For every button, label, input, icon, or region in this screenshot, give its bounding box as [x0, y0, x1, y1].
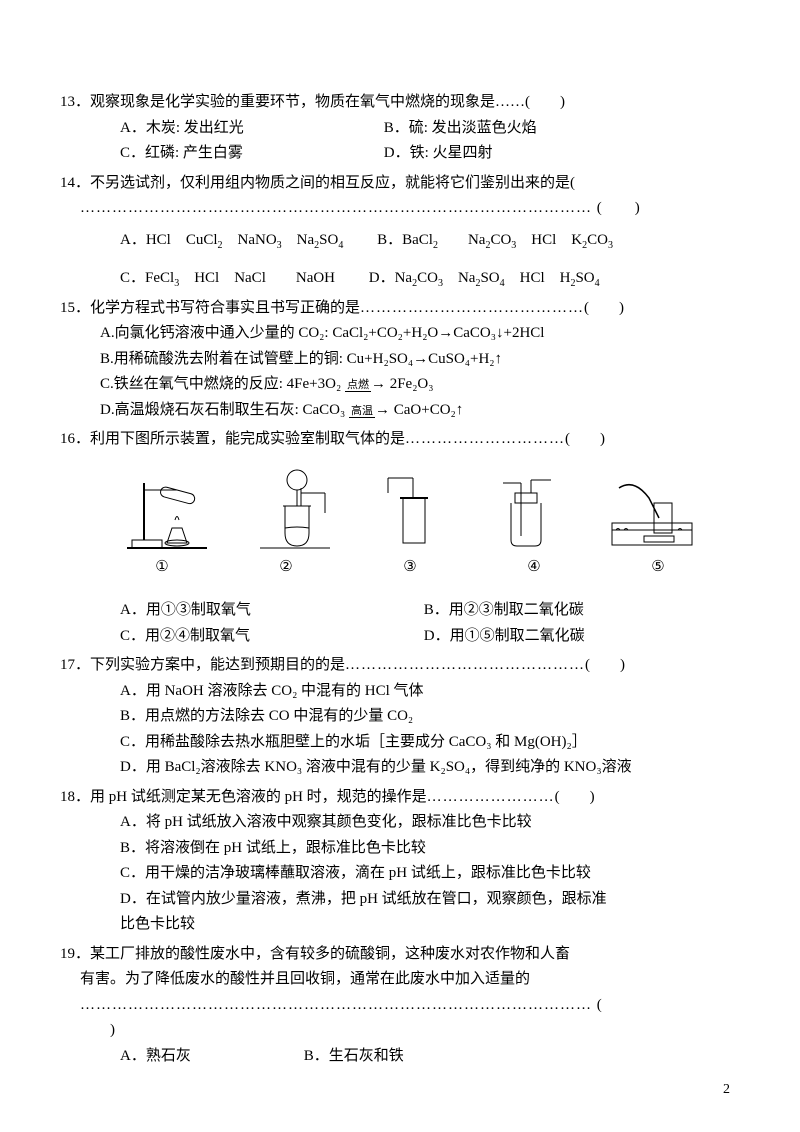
q19-opt-a: A．熟石灰 [120, 1044, 300, 1070]
q18-opt-c: C．用干燥的洁净玻璃棒蘸取溶液，滴在 pH 试纸上，跟标准比色卡比较 [60, 861, 740, 887]
q15-stem: 15．化学方程式书写符合事实且书写正确的是……………………………………( ) [60, 296, 740, 322]
q18-opt-d2: 比色卡比较 [60, 912, 740, 938]
q16-paren: ( ) [565, 431, 605, 447]
label-2: ② [246, 555, 326, 581]
q14-opt-d: D．Na2CO3 Na2SO4 HCl H2SO4 [369, 266, 600, 292]
q14-dots: …………………………………………………………………………………… ( ) [60, 196, 740, 222]
q15-opt-d: D.高温煅烧石灰石制取生石灰: CaCO₃ 高温→ CaO+CO₂↑ [60, 398, 740, 424]
diagram-2-icon: downea [255, 468, 335, 553]
q16-opt-a: A．用①③制取氧气 [120, 598, 380, 624]
q14-opt-a: A．HCl CuCl2 NaNO3 Na2SO4 [120, 228, 343, 254]
q18-opt-d1: D．在试管内放少量溶液，煮沸，把 pH 试纸放在管口，观察颜色，跟标准 [60, 887, 740, 913]
label-4: ④ [494, 555, 574, 581]
q15-opt-b: B.用稀硫酸洗去附着在试管壁上的铜: Cu+H₂SO₄→CuSO₄+H₂↑ [60, 347, 740, 373]
q17-opt-d: D．用 BaCl₂溶液除去 KNO₃ 溶液中混有的少量 K₂SO₄，得到纯净的 … [60, 755, 740, 781]
q18-dots: …………………… [427, 789, 555, 805]
q17-dots: ……………………………………… [345, 657, 585, 673]
q19-stem2: 有害。为了降低废水的酸性并且回收铜，通常在此废水中加入适量的 [60, 967, 740, 993]
q13-stem: 13．观察现象是化学实验的重要环节，物质在氧气中燃烧的现象是……( ) [60, 90, 740, 116]
q19-stem1: 19．某工厂排放的酸性废水中，含有较多的硫酸铜，这种废水对农作物和人畜 [60, 942, 740, 968]
q13-opt-b: B．硫: 发出淡蓝色火焰 [384, 116, 537, 142]
question-17: 17．下列实验方案中，能达到预期目的的是………………………………………( ) A… [60, 653, 740, 781]
q17-paren: ( ) [585, 657, 625, 673]
question-18: 18．用 pH 试纸测定某无色溶液的 pH 时，规范的操作是……………………( … [60, 785, 740, 938]
q14-stem: 14．不另选试剂，仅利用组内物质之间的相互反应，就能将它们鉴别出来的是( [60, 171, 740, 197]
question-16: 16．利用下图所示装置，能完成实验室制取气体的是…………………………( ) do… [60, 427, 740, 649]
diagram-3-icon [378, 468, 448, 553]
q17-opt-b: B．用点燃的方法除去 CO 中混有的少量 CO₂ [60, 704, 740, 730]
q18-opt-a: A．将 pH 试纸放入溶液中观察其颜色变化，跟标准比色卡比较 [60, 810, 740, 836]
q15-dots: …………………………………… [360, 300, 584, 316]
question-13: 13．观察现象是化学实验的重要环节，物质在氧气中燃烧的现象是……( ) A．木炭… [60, 90, 740, 167]
q15-opt-c: C.铁丝在氧气中燃烧的反应: 4Fe+3O₂ 点燃→ 2Fe₂O₃ [60, 372, 740, 398]
q19-opt-b: B．生石灰和铁 [304, 1044, 404, 1070]
q15-d-cond: 高温 [349, 405, 375, 418]
diagram-5-icon [604, 468, 699, 553]
question-15: 15．化学方程式书写符合事实且书写正确的是……………………………………( ) A… [60, 296, 740, 424]
q18-opt-b: B．将溶液倒在 pH 试纸上，跟标准比色卡比较 [60, 836, 740, 862]
q17-opt-a: A．用 NaOH 溶液除去 CO₂ 中混有的 HCl 气体 [60, 679, 740, 705]
q13-opt-c: C．红磷: 产生白雾 [120, 141, 380, 167]
q16-dots: ………………………… [405, 431, 565, 447]
q15-opt-a: A.向氯化钙溶液中通入少量的 CO₂: CaCl₂+CO₂+H₂O→CaCO₃↓… [60, 321, 740, 347]
q16-opt-c: C．用②④制取氧气 [120, 624, 380, 650]
q16-diagrams: downea [60, 453, 740, 553]
question-14: 14．不另选试剂，仅利用组内物质之间的相互反应，就能将它们鉴别出来的是( ………… [60, 171, 740, 292]
q16-opt-b: B．用②③制取二氧化碳 [424, 598, 584, 624]
question-19: 19．某工厂排放的酸性废水中，含有较多的硫酸铜，这种废水对农作物和人畜 有害。为… [60, 942, 740, 1070]
q14-opt-b: B．BaCl2 Na2CO3 HCl K2CO3 [377, 228, 613, 254]
diagram-4-icon [491, 468, 561, 553]
q15-paren: ( ) [584, 300, 624, 316]
q17-stem: 17．下列实验方案中，能达到预期目的的是………………………………………( ) [60, 653, 740, 679]
q14-paren: ) [603, 200, 641, 216]
q13-opt-d: D．铁: 火星四射 [384, 141, 493, 167]
q16-opt-d: D．用①⑤制取二氧化碳 [424, 624, 585, 650]
q18-paren: ( ) [555, 789, 595, 805]
q19-paren: ) [60, 1018, 740, 1044]
page-number: 2 [723, 1078, 730, 1102]
q14-opt-c: C．FeCl3 HCl NaCl NaOH [120, 266, 335, 292]
label-5: ⑤ [618, 555, 698, 581]
q16-stem: 16．利用下图所示装置，能完成实验室制取气体的是…………………………( ) [60, 427, 740, 453]
q13-opt-a: A．木炭: 发出红光 [120, 116, 380, 142]
q17-opt-c: C．用稀盐酸除去热水瓶胆壁上的水垢［主要成分 CaCO₃ 和 Mg(OH)₂］ [60, 730, 740, 756]
q16-diagram-labels: ① ② ③ ④ ⑤ [60, 553, 740, 589]
diagram-1-icon [122, 468, 212, 553]
q18-stem: 18．用 pH 试纸测定某无色溶液的 pH 时，规范的操作是……………………( … [60, 785, 740, 811]
label-3: ③ [370, 555, 450, 581]
q19-dots: …………………………………………………………………………………… ( [60, 993, 740, 1019]
q15-c-cond: 点燃 [345, 379, 371, 392]
label-1: ① [122, 555, 202, 581]
